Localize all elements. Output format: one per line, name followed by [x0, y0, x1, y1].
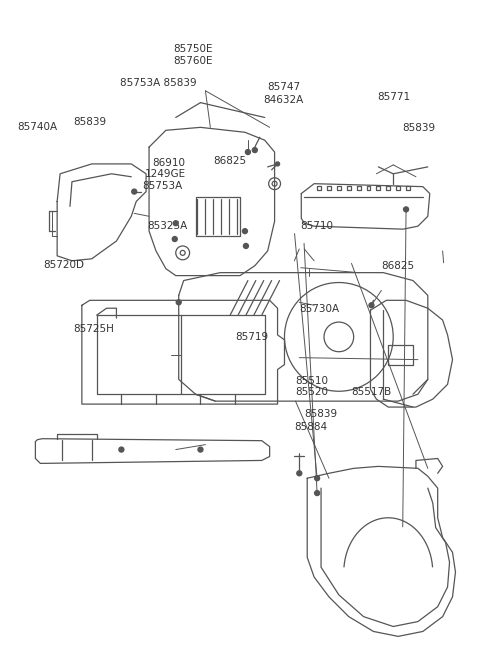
Text: 85884: 85884: [295, 422, 328, 432]
Text: 85839: 85839: [304, 409, 337, 419]
Text: 85740A: 85740A: [17, 122, 57, 132]
Circle shape: [297, 471, 302, 476]
Text: 86825: 86825: [382, 261, 415, 271]
Text: 85520: 85520: [296, 387, 328, 397]
Circle shape: [172, 236, 177, 242]
Text: 85710: 85710: [301, 221, 334, 231]
Text: 85730A: 85730A: [300, 305, 339, 314]
Circle shape: [243, 244, 249, 248]
Text: 85747: 85747: [267, 83, 300, 92]
Text: 85720D: 85720D: [43, 259, 84, 270]
Text: 85839: 85839: [403, 123, 436, 133]
Text: 85510: 85510: [296, 375, 328, 386]
Circle shape: [276, 162, 279, 166]
Text: 85750E: 85750E: [174, 44, 213, 54]
Circle shape: [119, 447, 124, 452]
Circle shape: [404, 207, 408, 212]
Circle shape: [173, 221, 178, 226]
Circle shape: [132, 189, 137, 194]
Text: 85517B: 85517B: [351, 386, 392, 396]
Text: 85719: 85719: [235, 332, 268, 342]
Circle shape: [242, 229, 247, 234]
Text: 85839: 85839: [73, 117, 106, 126]
Text: 85325A: 85325A: [147, 221, 188, 231]
Circle shape: [198, 447, 203, 452]
Circle shape: [252, 147, 257, 153]
Text: 86910: 86910: [152, 158, 185, 168]
Circle shape: [369, 303, 374, 308]
Circle shape: [314, 476, 320, 481]
Text: 85725H: 85725H: [73, 324, 114, 335]
Text: 85753A 85839: 85753A 85839: [120, 78, 197, 88]
Circle shape: [245, 149, 251, 155]
Circle shape: [314, 491, 320, 496]
Text: 85760E: 85760E: [174, 56, 213, 66]
Text: 85753A: 85753A: [143, 181, 183, 191]
Text: 86825: 86825: [214, 156, 247, 166]
Text: 1249GE: 1249GE: [145, 169, 186, 179]
Text: 84632A: 84632A: [263, 94, 303, 105]
Circle shape: [176, 300, 181, 305]
Text: 85771: 85771: [378, 92, 411, 102]
